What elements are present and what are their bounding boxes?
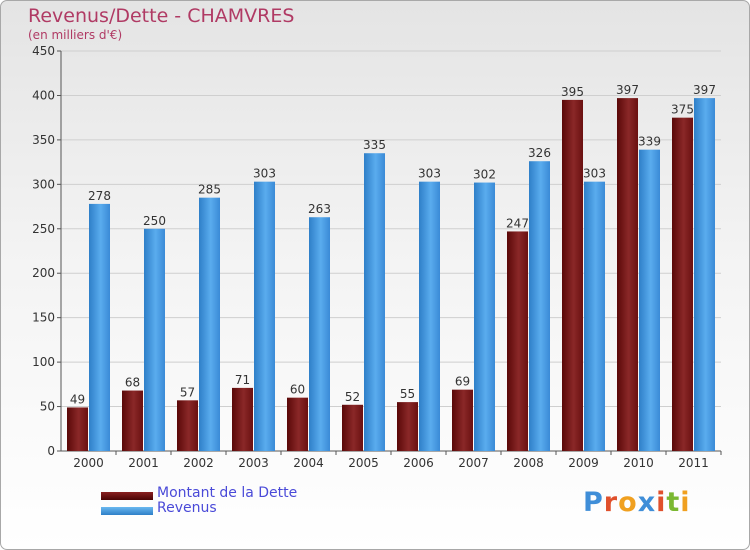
data-label: 335 bbox=[363, 138, 386, 152]
bar-dette bbox=[397, 402, 418, 451]
bar-revenus bbox=[254, 181, 275, 451]
logo-letter: i bbox=[680, 487, 691, 518]
legend-label-revenus: Revenus bbox=[157, 500, 217, 516]
bar-dette bbox=[287, 397, 308, 451]
bar-revenus bbox=[144, 228, 165, 451]
data-label: 71 bbox=[235, 373, 250, 387]
bar-dette bbox=[122, 390, 143, 451]
data-label: 375 bbox=[671, 103, 694, 117]
x-tick-label: 2000 bbox=[73, 456, 104, 470]
chart-subtitle: (en milliers d'€) bbox=[28, 28, 123, 42]
bar-revenus bbox=[89, 203, 110, 451]
data-label: 303 bbox=[253, 167, 276, 181]
y-tick-label: 150 bbox=[32, 311, 55, 325]
y-tick-label: 200 bbox=[32, 266, 55, 280]
logo-letter: x bbox=[637, 487, 657, 518]
y-tick-label: 400 bbox=[32, 88, 55, 102]
data-label: 397 bbox=[616, 83, 639, 97]
bar-dette bbox=[342, 404, 363, 451]
x-tick-label: 2005 bbox=[348, 456, 379, 470]
data-label: 302 bbox=[473, 168, 496, 182]
data-label: 49 bbox=[70, 392, 85, 406]
bar-revenus bbox=[309, 217, 330, 451]
y-tick-label: 350 bbox=[32, 133, 55, 147]
x-tick-label: 2006 bbox=[403, 456, 434, 470]
bar-revenus bbox=[199, 197, 220, 451]
bar-dette bbox=[507, 231, 528, 451]
y-tick-label: 0 bbox=[47, 444, 55, 458]
bar-dette bbox=[452, 389, 473, 451]
data-label: 278 bbox=[88, 189, 111, 203]
logo-letter: t bbox=[666, 487, 681, 518]
data-label: 303 bbox=[418, 167, 441, 181]
x-tick-label: 2011 bbox=[678, 456, 709, 470]
y-tick-label: 50 bbox=[40, 400, 55, 414]
data-label: 263 bbox=[308, 202, 331, 216]
bar-revenus bbox=[364, 153, 385, 451]
logo-letter: r bbox=[603, 487, 619, 518]
logo-letter: o bbox=[618, 487, 638, 518]
legend-swatch-debt bbox=[101, 492, 153, 500]
bar-revenus bbox=[474, 182, 495, 452]
bar-dette bbox=[232, 387, 253, 451]
data-label: 339 bbox=[638, 135, 661, 149]
data-label: 55 bbox=[400, 387, 415, 401]
x-tick-label: 2007 bbox=[458, 456, 489, 470]
data-label: 68 bbox=[125, 376, 140, 390]
data-label: 52 bbox=[345, 390, 360, 404]
chart-title: Revenus/Dette - CHAMVRES bbox=[28, 5, 295, 27]
data-label: 326 bbox=[528, 146, 551, 160]
bar-revenus bbox=[694, 98, 715, 451]
bar-dette bbox=[672, 117, 693, 452]
bar-dette bbox=[617, 98, 638, 451]
y-tick-label: 100 bbox=[32, 355, 55, 369]
data-label: 285 bbox=[198, 183, 221, 197]
x-tick-label: 2003 bbox=[238, 456, 269, 470]
x-tick-label: 2009 bbox=[568, 456, 599, 470]
data-label: 395 bbox=[561, 85, 584, 99]
y-tick-label: 300 bbox=[32, 177, 55, 191]
data-label: 247 bbox=[506, 216, 529, 230]
data-label: 397 bbox=[693, 83, 716, 97]
bar-dette bbox=[562, 99, 583, 451]
x-tick-label: 2008 bbox=[513, 456, 544, 470]
x-tick-label: 2010 bbox=[623, 456, 654, 470]
data-label: 57 bbox=[180, 385, 195, 399]
bar-revenus bbox=[584, 181, 605, 451]
x-tick-label: 2001 bbox=[128, 456, 159, 470]
x-tick-label: 2002 bbox=[183, 456, 214, 470]
legend-label-debt: Montant de la Dette bbox=[157, 485, 298, 501]
bar-revenus bbox=[639, 149, 660, 451]
y-tick-label: 250 bbox=[32, 222, 55, 236]
data-label: 60 bbox=[290, 383, 305, 397]
bar-revenus bbox=[529, 161, 550, 451]
data-label: 69 bbox=[455, 375, 470, 389]
bar-dette bbox=[67, 407, 88, 451]
bar-dette bbox=[177, 400, 198, 451]
y-tick-label: 450 bbox=[32, 44, 55, 58]
logo-letter: i bbox=[656, 487, 667, 518]
x-tick-label: 2004 bbox=[293, 456, 324, 470]
data-label: 303 bbox=[583, 167, 606, 181]
bar-revenus bbox=[419, 181, 440, 451]
legend-swatch-revenus bbox=[101, 507, 153, 515]
logo-letter: P bbox=[583, 487, 604, 518]
data-label: 250 bbox=[143, 214, 166, 228]
proxiti-logo: Proxiti bbox=[583, 487, 691, 518]
